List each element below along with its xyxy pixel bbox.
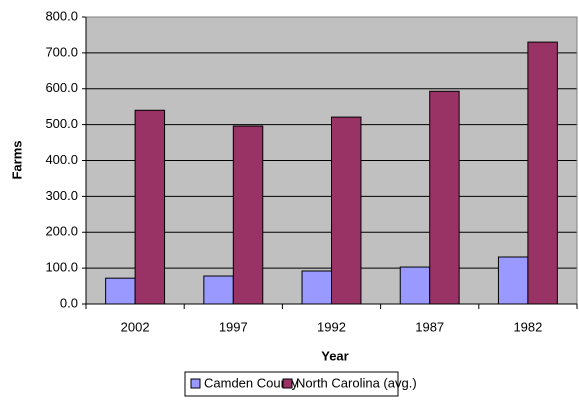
x-tick-label: 1997 — [219, 319, 248, 334]
x-tick-label: 1992 — [317, 319, 346, 334]
bar — [399, 266, 431, 305]
bar — [134, 109, 166, 305]
x-tick-label: 1987 — [415, 319, 444, 334]
bar — [301, 270, 333, 305]
y-tick-label: 100.0 — [45, 260, 78, 275]
legend-label: North Carolina (avg.) — [296, 375, 417, 390]
bar — [203, 275, 234, 305]
x-tick-label: 2002 — [121, 319, 150, 334]
bar — [105, 277, 136, 305]
y-tick-label: 500.0 — [45, 116, 78, 131]
y-tick-label: 700.0 — [45, 44, 78, 59]
legend-swatch — [282, 378, 293, 389]
bar — [429, 90, 460, 305]
bar — [232, 125, 264, 305]
y-tick-label: 300.0 — [45, 188, 78, 203]
y-axis-label: Farms — [9, 140, 24, 179]
bar — [527, 41, 558, 305]
y-tick-label: 400.0 — [45, 152, 78, 167]
bar — [497, 256, 529, 305]
y-tick-label: 200.0 — [45, 224, 78, 239]
y-tick-label: 600.0 — [45, 80, 78, 95]
x-axis-label: Year — [321, 348, 348, 363]
y-tick-label: 0.0 — [60, 295, 78, 310]
legend-label: Camden County — [204, 375, 298, 390]
y-tick-label: 800.0 — [45, 8, 78, 23]
bar — [331, 116, 362, 305]
x-tick-label: 1982 — [513, 319, 542, 334]
legend-swatch — [190, 378, 201, 389]
